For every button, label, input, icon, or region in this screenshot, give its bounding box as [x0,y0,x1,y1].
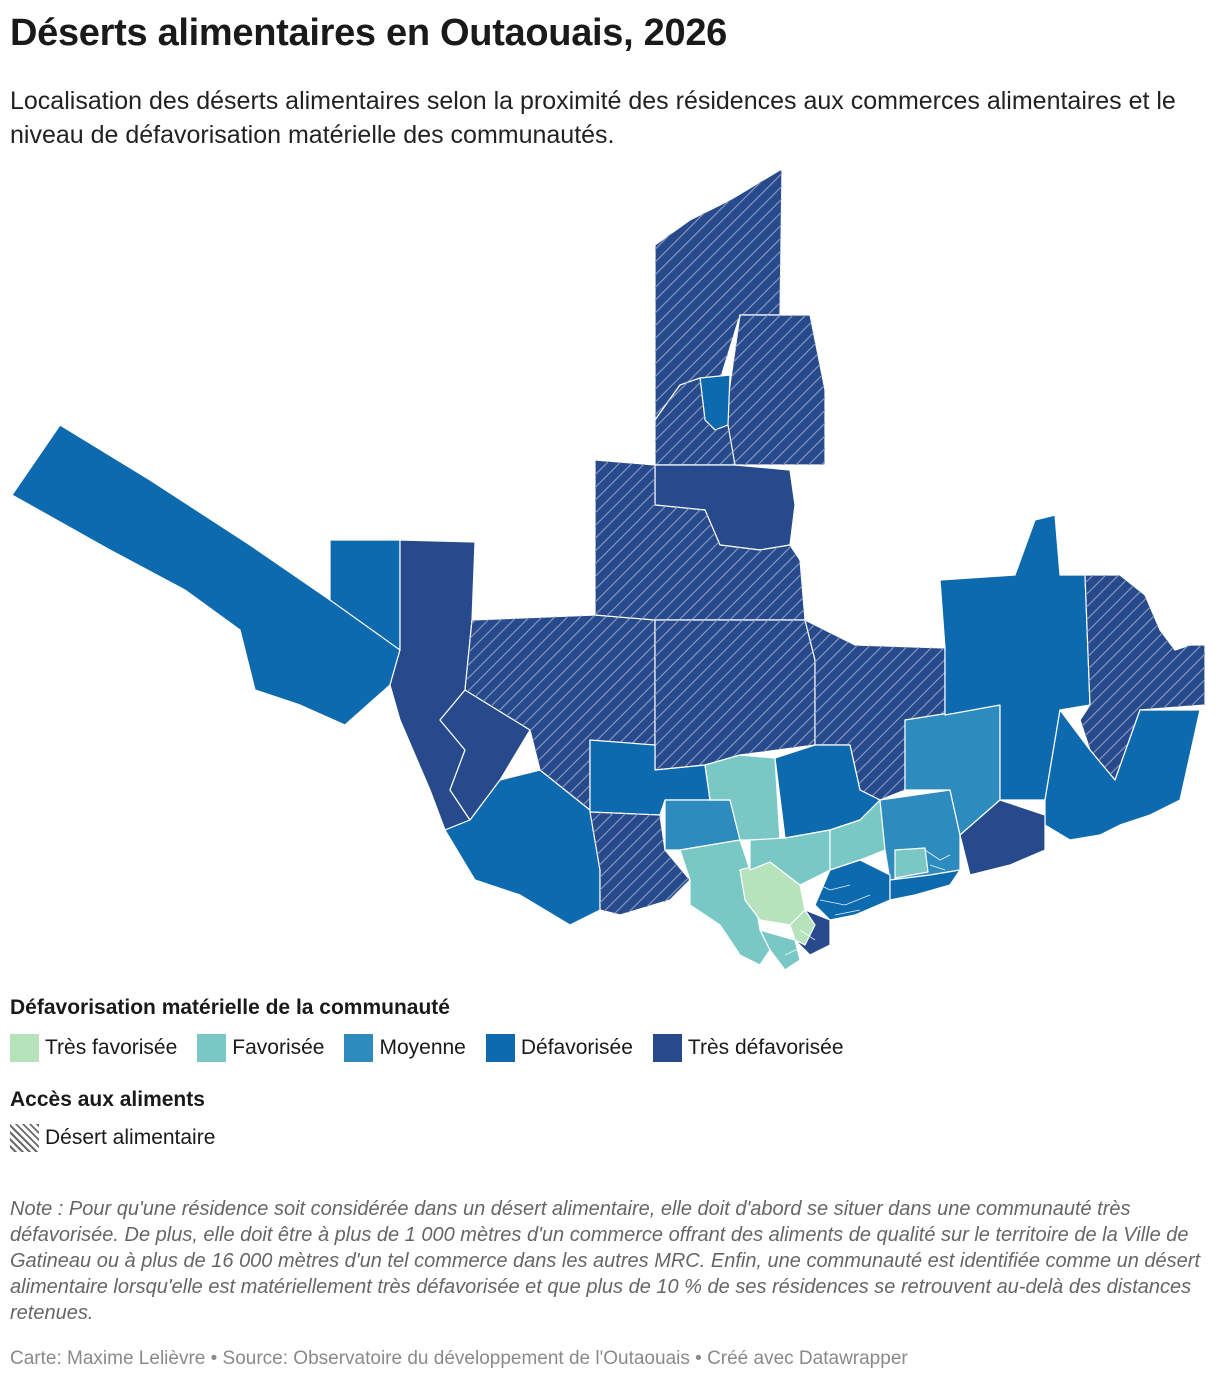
outaouais-map [11,169,1206,971]
chart-footer: Carte: Maxime Lelièvre • Source: Observa… [10,1348,908,1369]
legend-label: Désert alimentaire [45,1126,216,1149]
legend-swatch [652,1034,682,1062]
chart-title: Déserts alimentaires en Outaouais, 2026 [10,12,727,54]
legend-item-favorisee: Favorisée [197,1034,324,1062]
legend-swatch [197,1034,227,1062]
legend-label: Défavorisée [520,1036,633,1059]
legend-item-desert: Désert alimentaire [10,1124,215,1152]
legend-access-title: Accès aux aliments [10,1088,205,1111]
chart-subtitle: Localisation des déserts alimentaires se… [10,87,1176,149]
legend-item-moyenne: Moyenne [344,1034,466,1062]
legend-label: Moyenne [379,1036,466,1059]
hatch-swatch-icon [10,1124,39,1152]
legend-label: Très favorisée [45,1036,178,1059]
region-gatineau-east[interactable] [889,869,961,901]
region-gatineau-east-fav[interactable] [894,847,929,879]
legend-deprivation-row: Très favorisée Favorisée Moyenne Défavor… [10,1034,864,1062]
legend-item-tres-favorisee: Très favorisée [10,1034,177,1062]
region-sw-desert[interactable] [439,689,531,821]
legend-swatch [10,1034,39,1062]
legend-item-defavorisee: Défavorisée [485,1034,633,1062]
region-gatineau-west[interactable] [814,859,891,921]
region-east-deprived-2[interactable] [1044,709,1201,841]
legend-label: Favorisée [232,1036,325,1059]
region-se-very-deprived[interactable] [959,799,1046,876]
legend-swatch [485,1034,515,1062]
legend-access-row: Désert alimentaire [10,1124,235,1152]
legend-item-tres-defavorisee: Très défavorisée [652,1034,844,1062]
legend-swatch [344,1034,374,1062]
region-east-deprived-1[interactable] [939,514,1091,801]
legend-deprivation-title: Défavorisation matérielle de la communau… [10,996,450,1019]
legend-label: Très défavorisée [687,1036,844,1059]
region-gatineau-favorisee[interactable] [759,929,801,971]
chart-note: Note : Pour qu'une résidence soit consid… [10,1198,1201,1324]
